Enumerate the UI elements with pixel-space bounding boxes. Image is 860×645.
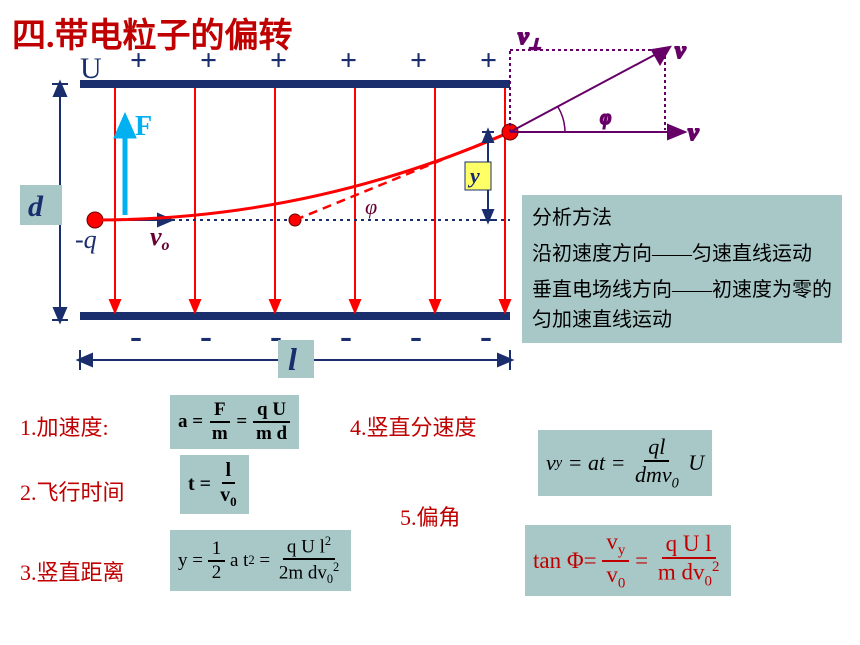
formula-5-label: 5.偏角 bbox=[400, 500, 461, 532]
formula-4-box: vy = at = qldmv0 U bbox=[538, 430, 712, 496]
formula-1-box: a = Fm = q Um d bbox=[170, 395, 299, 449]
bottom-plate bbox=[80, 312, 510, 320]
plus-signs: + + + + + + bbox=[130, 44, 497, 77]
trajectory bbox=[95, 132, 510, 220]
formula-3-label: 3.竖直距离 bbox=[20, 555, 125, 587]
svg-text:-: - bbox=[410, 316, 422, 356]
svg-text:+: + bbox=[480, 44, 497, 77]
formula-5-box: tan Φ= vyv0 = q U lm dv02 bbox=[525, 525, 731, 596]
svg-text:+: + bbox=[200, 44, 217, 77]
analysis-line1: 沿初速度方向——匀速直线运动 bbox=[532, 239, 832, 269]
formula-2-label: 2.飞行时间 bbox=[20, 475, 125, 507]
svg-text:+: + bbox=[270, 44, 287, 77]
svg-text:φ: φ bbox=[600, 107, 611, 129]
f-label: F bbox=[135, 111, 152, 142]
svg-text:-: - bbox=[130, 316, 142, 356]
phi-label-1: φ bbox=[365, 194, 377, 219]
formula-3-box: y = 12 a t2 = q U l22m dv02 bbox=[170, 530, 351, 591]
velocity-diagram: v⊥ v v φ bbox=[510, 30, 699, 146]
svg-text:v⊥: v⊥ bbox=[518, 30, 541, 53]
formula-4-label: 4.竖直分速度 bbox=[350, 410, 477, 442]
formula-2-box: t = lv0 bbox=[180, 455, 249, 514]
svg-text:v: v bbox=[675, 38, 686, 64]
formula-1-label: 1.加速度: bbox=[20, 410, 109, 442]
top-plate bbox=[80, 80, 510, 88]
field-lines bbox=[110, 88, 510, 312]
svg-text:+: + bbox=[410, 44, 427, 77]
svg-text:v: v bbox=[688, 120, 699, 146]
v0-label: vo bbox=[150, 222, 170, 254]
charge-label: -q bbox=[75, 225, 97, 254]
l-label: l bbox=[288, 341, 297, 377]
svg-text:+: + bbox=[340, 44, 357, 77]
analysis-line2: 垂直电场线方向——初速度为零的匀加速直线运动 bbox=[532, 275, 832, 335]
svg-text:-: - bbox=[480, 316, 492, 356]
d-label: d bbox=[28, 190, 44, 223]
f-arrow bbox=[117, 118, 133, 215]
analysis-title: 分析方法 bbox=[532, 203, 832, 233]
svg-text:-: - bbox=[340, 316, 352, 356]
svg-text:+: + bbox=[130, 44, 147, 77]
analysis-box: 分析方法 沿初速度方向——匀速直线运动 垂直电场线方向——初速度为零的匀加速直线… bbox=[522, 195, 842, 343]
svg-text:-: - bbox=[200, 316, 212, 356]
